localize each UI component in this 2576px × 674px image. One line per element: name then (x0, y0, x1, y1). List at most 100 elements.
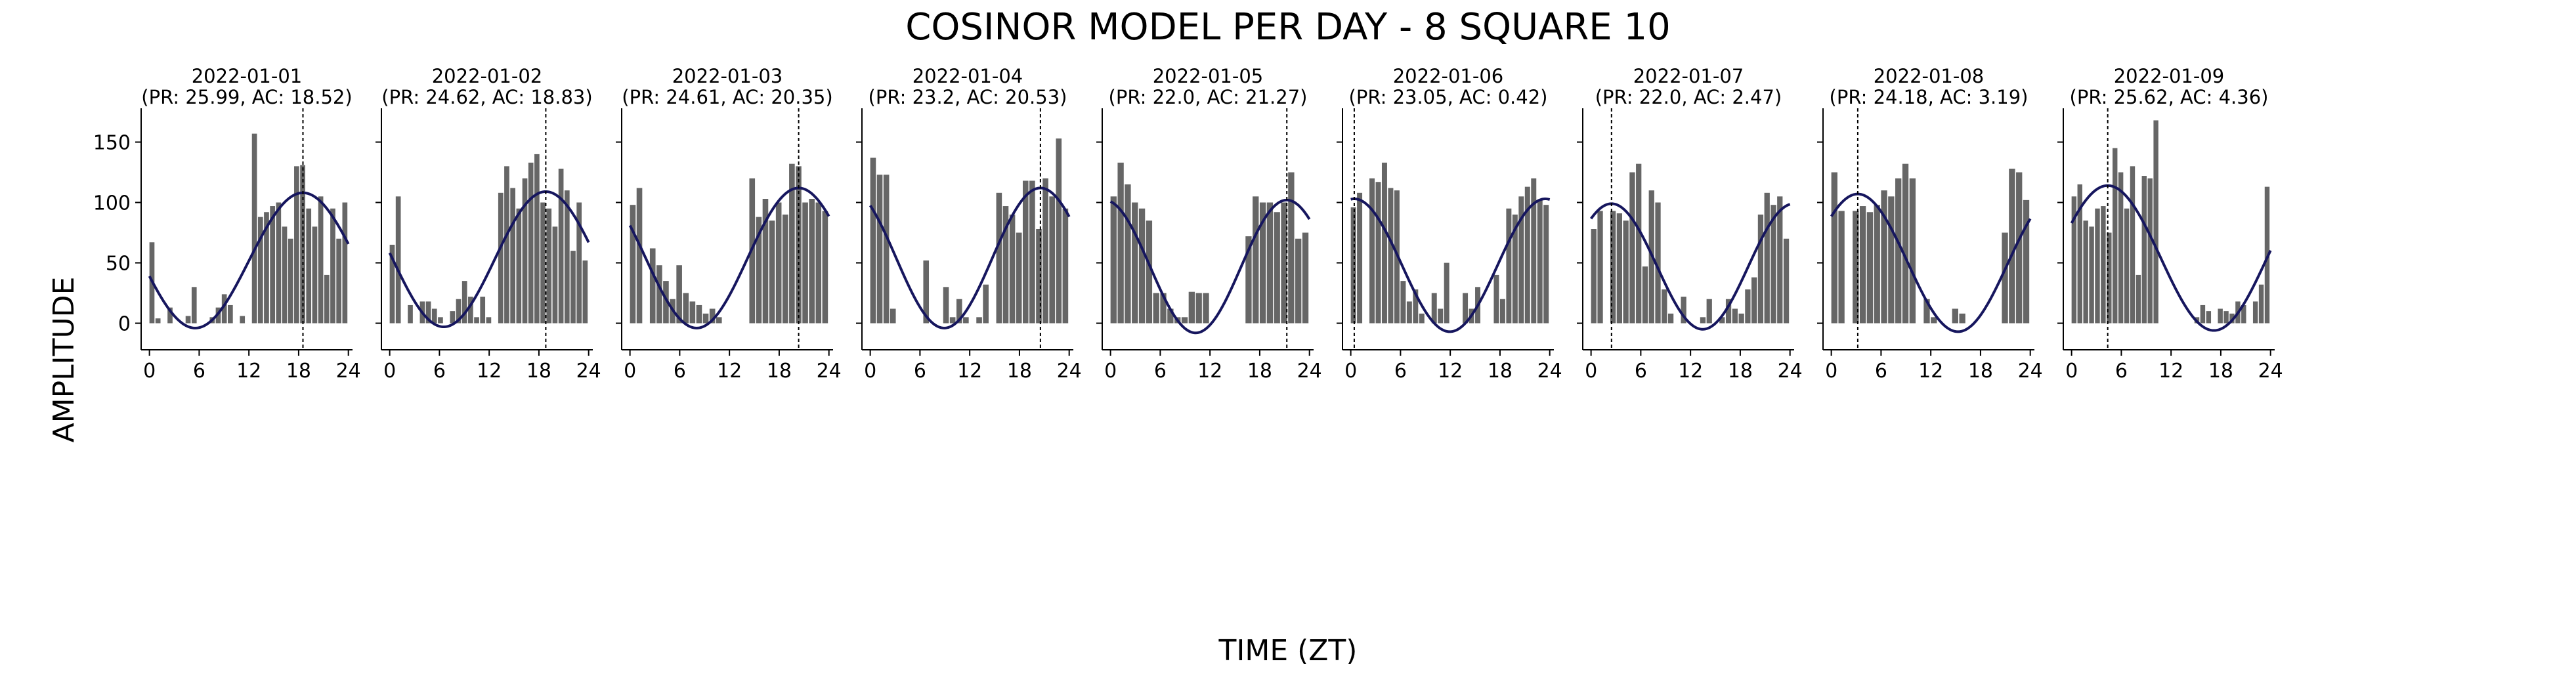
activity-bar (1506, 208, 1512, 324)
activity-bar (1725, 299, 1732, 324)
activity-bar (1591, 229, 1597, 324)
activity-bar (1655, 202, 1661, 324)
activity-bar (2136, 274, 2141, 324)
activity-bar (167, 307, 173, 324)
activity-bar (221, 294, 227, 324)
activity-bar (1493, 274, 1499, 324)
activity-bar (676, 265, 682, 324)
activity-bar (943, 287, 949, 324)
activity-bar (2241, 305, 2246, 324)
activity-bar (2009, 169, 2015, 324)
activity-bar (468, 297, 473, 324)
x-tick-label: 0 (1825, 360, 1837, 383)
activity-bar (802, 202, 808, 324)
y-tick-label: 50 (106, 253, 131, 276)
activity-bar (1146, 221, 1153, 324)
x-tick-label: 6 (1394, 360, 1407, 383)
activity-bar (155, 318, 161, 324)
x-tick-label: 6 (1154, 360, 1167, 383)
activity-bar (288, 238, 293, 324)
activity-bar (1771, 205, 1776, 324)
activity-bar (1777, 196, 1783, 324)
cosinor-panel: 2022-01-04(PR: 23.2, AC: 20.53) 0 6 12 18 24 (856, 65, 1082, 383)
x-tick-label: 12 (957, 360, 982, 383)
activity-bar (1902, 163, 1909, 324)
activity-bar (1518, 196, 1524, 324)
activity-bar (1431, 293, 1437, 324)
x-tick-label: 12 (236, 360, 261, 383)
x-tick-label: 18 (2208, 360, 2233, 383)
activity-bar (1783, 238, 1790, 324)
activity-bar (185, 316, 191, 324)
activity-bar (294, 166, 299, 324)
x-tick-label: 0 (2065, 360, 2078, 383)
activity-bar (1259, 202, 1266, 324)
panel-date-title: 2022-01-06 (1393, 65, 1504, 87)
x-tick-label: 12 (2158, 360, 2183, 383)
activity-bar (1662, 289, 1667, 324)
activity-bar (1042, 178, 1048, 324)
activity-bar (683, 293, 689, 324)
activity-bar (1406, 301, 1412, 324)
x-tick-label: 18 (1728, 360, 1753, 383)
x-tick-label: 6 (193, 360, 205, 383)
activity-bar (870, 158, 876, 324)
activity-bar (264, 212, 269, 324)
activity-bar (702, 313, 709, 324)
panel-date-title: 2022-01-05 (1153, 65, 1264, 87)
activity-bar (2258, 284, 2264, 324)
panel-parameters-subtitle: (PR: 24.61, AC: 20.35) (622, 86, 832, 108)
activity-bar (389, 244, 395, 324)
cosinor-panel: 2022-01-09(PR: 25.62, AC: 4.36) 0 6 12 18 24 (2057, 65, 2283, 383)
cosinor-fit-line (388, 190, 590, 329)
activity-bar (324, 274, 330, 324)
activity-bar (630, 205, 636, 324)
activity-bar (257, 217, 263, 324)
activity-bar (330, 208, 335, 324)
activity-bar (276, 202, 282, 324)
y-tick-label: 100 (93, 192, 131, 215)
activity-bar (510, 188, 515, 324)
panel-parameters-subtitle: (PR: 24.62, AC: 18.83) (381, 86, 592, 108)
activity-bar (809, 199, 815, 324)
panel-date-title: 2022-01-04 (912, 65, 1023, 87)
activity-bar (1281, 202, 1287, 324)
activity-bar (456, 299, 462, 324)
activity-bar (649, 248, 656, 324)
activity-bar (1764, 192, 1770, 324)
cosinor-panel: 2022-01-02(PR: 24.62, AC: 18.83) 0 6 12 18 24 (376, 65, 601, 383)
x-tick-label: 0 (383, 360, 396, 383)
activity-bar (1400, 281, 1406, 324)
activity-bar (1357, 192, 1363, 324)
x-tick-label: 0 (1104, 360, 1117, 383)
activity-bar (782, 214, 788, 324)
activity-bar (923, 260, 930, 324)
panel-parameters-subtitle: (PR: 22.0, AC: 2.47) (1595, 86, 1782, 108)
activity-bar (474, 317, 479, 324)
activity-bar (2101, 206, 2106, 324)
panel-parameters-subtitle: (PR: 23.05, AC: 0.42) (1349, 86, 1548, 108)
activity-bar (1138, 208, 1146, 324)
x-tick-label: 18 (1968, 360, 1993, 383)
cosinor-fit-line (1109, 198, 1311, 335)
activity-bar (546, 208, 552, 324)
activity-bar (408, 305, 413, 324)
x-tick-label: 6 (914, 360, 926, 383)
activity-bar (1629, 172, 1635, 324)
x-tick-label: 24 (576, 360, 601, 383)
activity-bar (1959, 313, 1965, 324)
x-tick-label: 18 (1247, 360, 1272, 383)
activity-bar (1203, 293, 1209, 324)
x-tick-label: 24 (2018, 360, 2043, 383)
activity-bar (1302, 232, 1309, 324)
activity-bar (1444, 263, 1449, 324)
activity-bar (1253, 196, 1259, 324)
x-tick-label: 0 (1585, 360, 1597, 383)
activity-bar (450, 311, 456, 324)
cosinor-fit-line (869, 186, 1071, 329)
activity-bar (949, 317, 956, 324)
x-tick-label: 0 (624, 360, 636, 383)
activity-bar (540, 202, 546, 324)
activity-bar (956, 299, 962, 324)
activity-bar (336, 238, 342, 324)
